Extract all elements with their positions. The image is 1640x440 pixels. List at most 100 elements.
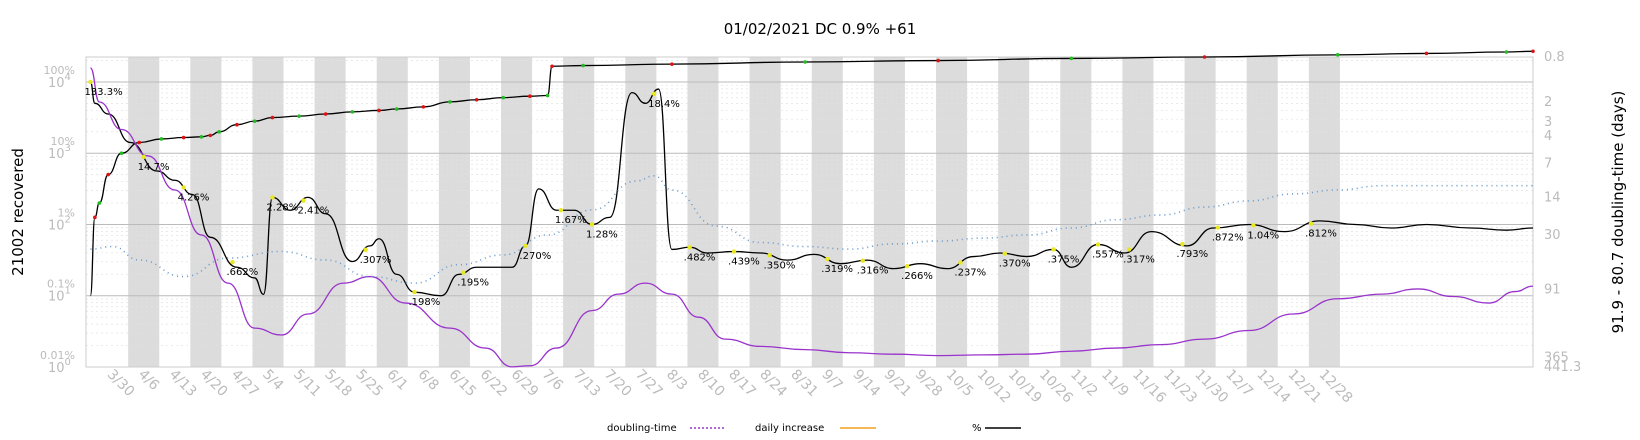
- recovered-point: [1335, 53, 1340, 57]
- annotation-marker: [88, 79, 93, 85]
- annotation-marker: [270, 195, 275, 200]
- x-tick-label: 4/6: [135, 367, 162, 394]
- annotation-label: .317%: [1123, 254, 1155, 265]
- annotation-marker: [558, 208, 564, 213]
- annotation-marker: [461, 270, 466, 275]
- x-tick-label: 5/11: [290, 367, 324, 401]
- x-tick-label: 5/18: [321, 367, 355, 401]
- x-tick-label: 6/8: [415, 367, 442, 394]
- x-tick-label: 9/28: [912, 367, 946, 401]
- annotation-label: 18.4%: [648, 99, 680, 110]
- y-left-pct-label: 0.1%: [47, 278, 75, 291]
- x-tick-label: 7/20: [601, 367, 635, 401]
- x-tick-label: 8/17: [725, 367, 759, 401]
- annotation-label: .319%: [821, 264, 853, 275]
- week-band: [1122, 57, 1154, 367]
- week-band: [1184, 57, 1216, 367]
- x-tick-label: 5/4: [259, 367, 286, 394]
- y-right-tick-label: 0.8: [1544, 50, 1565, 65]
- annotation-label: .793%: [1176, 249, 1208, 260]
- annotation-label: .195%: [457, 278, 489, 289]
- annotation-marker: [523, 243, 528, 249]
- y-right-tick-label: 2: [1544, 95, 1552, 110]
- series-layer: [89, 49, 1535, 368]
- week-band: [811, 57, 843, 367]
- y-left-pct-label: 10%: [51, 135, 75, 148]
- recovered-point: [474, 97, 479, 102]
- x-tick-label: 10/19: [1005, 367, 1045, 407]
- week-band: [625, 57, 657, 367]
- recovered-point: [545, 93, 550, 98]
- y-right-tick-label: 91: [1544, 282, 1561, 297]
- annotation-label: .350%: [764, 260, 796, 271]
- annotation-label: .872%: [1212, 233, 1244, 244]
- recovered-point: [323, 112, 328, 116]
- x-axis-ticks: 3/304/6 4/134/204/275/4 5/115/185/256/1 6/8…: [104, 367, 1356, 407]
- x-tick-label: 8/3: [663, 367, 690, 394]
- annotation-label: .662%: [226, 267, 258, 278]
- y-right-tick-label: 30: [1544, 228, 1561, 243]
- x-tick-label: 12/21: [1284, 367, 1324, 407]
- annotation-label: 2.28%: [266, 202, 298, 213]
- y-right-tick-label: 365: [1544, 351, 1569, 366]
- annotation-label: 14.7%: [138, 162, 170, 173]
- x-tick-label: 5/25: [352, 367, 386, 401]
- recovered-point: [377, 108, 381, 113]
- week-band: [190, 57, 222, 367]
- annotation-marker: [363, 247, 368, 252]
- week-band: [501, 57, 533, 367]
- recovered-point: [97, 201, 102, 205]
- week-band: [1308, 57, 1340, 367]
- annotation-label: .270%: [519, 251, 551, 262]
- x-tick-label: 8/24: [756, 367, 790, 401]
- x-tick-label: 6/29: [508, 367, 542, 401]
- recovered-point: [1531, 49, 1535, 54]
- legend-daily-increase-label: daily increase: [755, 423, 824, 434]
- week-band: [873, 57, 905, 367]
- recovered-point: [1424, 51, 1429, 56]
- annotation-marker: [589, 222, 595, 227]
- x-tick-label: 8/31: [787, 367, 821, 401]
- annotation-label: 1.28%: [586, 229, 618, 240]
- annotation-label: 4.26%: [178, 192, 210, 203]
- annotation-label: 133.3%: [84, 87, 122, 98]
- week-bands: [128, 57, 1340, 367]
- legend-doubling-time-label: doubling-time: [607, 423, 677, 434]
- recovered-point: [119, 151, 124, 156]
- x-tick-label: 4/27: [228, 367, 262, 401]
- annotation-marker: [687, 245, 692, 250]
- annotation-marker: [1180, 241, 1185, 247]
- annotation-marker: [825, 256, 830, 262]
- annotation-marker: [412, 289, 417, 295]
- recovered-point: [448, 100, 452, 104]
- x-tick-label: 4/13: [166, 367, 200, 401]
- x-tick-label: 4/20: [197, 367, 231, 401]
- recovered-point: [550, 64, 554, 69]
- x-tick-label: 10/26: [1036, 367, 1076, 407]
- annotation-label: 1.67%: [555, 215, 587, 226]
- annotation-label: .375%: [1048, 254, 1080, 265]
- recovered-point: [803, 60, 807, 64]
- annotation-marker: [651, 91, 657, 97]
- percent-annotations: 133.3% 14.7% 4.26% .662% 2.28% 2.41% .307% .198…: [84, 79, 1337, 308]
- annotation-label: .237%: [954, 268, 986, 279]
- x-tick-label: 11/16: [1129, 367, 1169, 407]
- recovered-point: [670, 62, 674, 66]
- series--: [89, 81, 1534, 297]
- recovered-point: [137, 140, 142, 145]
- annotation-marker: [958, 260, 963, 265]
- annotation-marker: [1095, 242, 1101, 247]
- recovered-point: [252, 119, 257, 123]
- x-tick-label: 12/28: [1316, 367, 1356, 407]
- annotation-label: .557%: [1092, 249, 1124, 260]
- recovered-point: [936, 58, 941, 63]
- annotation-marker: [731, 249, 737, 254]
- x-tick-label: 8/10: [694, 367, 728, 401]
- x-tick-label: 9/14: [849, 367, 883, 401]
- recovered-point: [350, 110, 355, 114]
- recovered-point: [528, 94, 532, 98]
- week-band: [749, 57, 781, 367]
- recovered-point: [106, 172, 110, 177]
- plot-frame: [85, 56, 1534, 368]
